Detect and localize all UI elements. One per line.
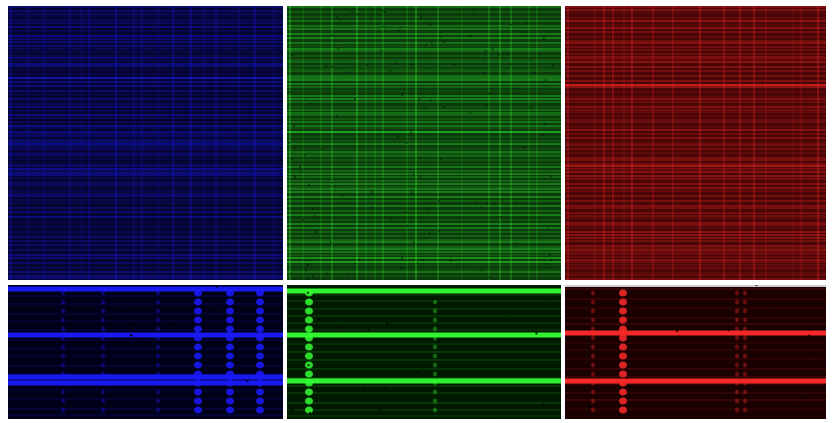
blue-zoom-texture [8,285,283,419]
green-zoom-texture [287,285,561,419]
red-overview-texture [565,6,826,280]
green-channel-zoom-image [287,285,561,419]
blue-overview-texture [8,6,283,280]
red-channel-zoom-image [565,285,826,419]
green-overview-texture [287,6,561,280]
red-zoom-texture [565,285,826,419]
green-channel-overview-image [287,6,561,280]
blue-channel-zoom-image [8,285,283,419]
blue-channel-overview-image [8,6,283,280]
red-channel-overview-image [565,6,826,280]
